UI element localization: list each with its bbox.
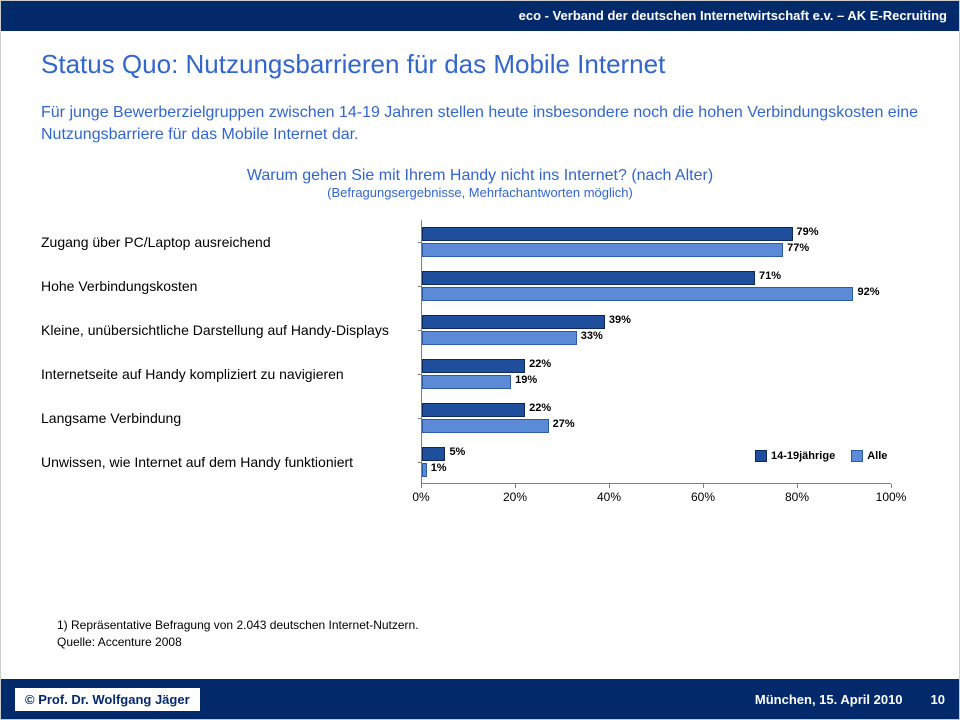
author-box: © Prof. Dr. Wolfgang Jäger (15, 688, 200, 711)
legend-item: 14-19jährige (755, 450, 835, 462)
bar-value-label: 27% (553, 418, 575, 430)
bar-value-label: 5% (449, 446, 465, 458)
category-label: Hohe Verbindungskosten (41, 264, 421, 308)
bar (422, 315, 605, 329)
bar-value-label: 77% (787, 242, 809, 254)
category-label: Internetseite auf Handy kompliziert zu n… (41, 352, 421, 396)
chart-area: Zugang über PC/Laptop ausreichendHohe Ve… (41, 216, 919, 508)
bar-value-label: 92% (857, 286, 879, 298)
legend-item: Alle (851, 450, 887, 462)
bar-group: 71% 92% (422, 264, 891, 308)
bar-value-label: 19% (515, 374, 537, 386)
footnote-1: 1) Repräsentative Befragung von 2.043 de… (57, 617, 419, 634)
x-tick-label: 100% (876, 490, 907, 504)
page-number: 10 (931, 692, 945, 707)
bar (422, 287, 853, 301)
x-tick-label: 40% (597, 490, 621, 504)
slide: eco - Verband der deutschen Internetwirt… (0, 0, 960, 720)
bar-value-label: 33% (581, 330, 603, 342)
bar-value-label: 71% (759, 270, 781, 282)
page-title: Status Quo: Nutzungsbarrieren für das Mo… (41, 49, 919, 80)
bar-value-label: 1% (431, 462, 447, 474)
x-tick-label: 20% (503, 490, 527, 504)
category-label: Langsame Verbindung (41, 396, 421, 440)
bar (422, 227, 793, 241)
x-tick-label: 0% (412, 490, 429, 504)
bar-group: 22%19% (422, 352, 891, 396)
category-label: Kleine, unübersichtliche Darstellung auf… (41, 308, 421, 352)
header-bar: eco - Verband der deutschen Internetwirt… (1, 1, 959, 31)
footer-bar: © Prof. Dr. Wolfgang Jäger München, 15. … (1, 679, 959, 719)
question-title: Warum gehen Sie mit Ihrem Handy nicht in… (41, 167, 919, 185)
bar (422, 403, 525, 417)
question-block: Warum gehen Sie mit Ihrem Handy nicht in… (41, 167, 919, 200)
content-area: Status Quo: Nutzungsbarrieren für das Mo… (1, 31, 959, 508)
header-text: eco - Verband der deutschen Internetwirt… (519, 8, 947, 23)
bar-value-label: 22% (529, 358, 551, 370)
category-label: Unwissen, wie Internet auf dem Handy fun… (41, 440, 421, 484)
bar-value-label: 22% (529, 402, 551, 414)
bar-value-label: 39% (609, 314, 631, 326)
bar (422, 447, 445, 461)
legend: 14-19jährige Alle (755, 450, 887, 462)
bar-group: 39% 33% (422, 308, 891, 352)
chart-plot: 79%77%71%92%39%33%22%19%22%27%5%1%14-19j… (421, 216, 891, 508)
bar (422, 375, 511, 389)
bar (422, 463, 427, 477)
bar-group: 79%77% (422, 220, 891, 264)
x-axis: 0%20%40%60%80%100% (421, 484, 891, 508)
footnotes: 1) Repräsentative Befragung von 2.043 de… (57, 617, 419, 651)
bar-group: 22%27% (422, 396, 891, 440)
category-label: Zugang über PC/Laptop ausreichend (41, 220, 421, 264)
bar-value-label: 79% (797, 226, 819, 238)
bar (422, 331, 577, 345)
footnote-2: Quelle: Accenture 2008 (57, 634, 419, 651)
x-tick-label: 60% (691, 490, 715, 504)
footer-location: München, 15. April 2010 (755, 692, 903, 707)
bar (422, 271, 755, 285)
intro-paragraph: Für junge Bewerberzielgruppen zwischen 1… (41, 102, 919, 145)
bar (422, 419, 549, 433)
question-note: (Befragungsergebnisse, Mehrfachantworten… (41, 185, 919, 200)
plot-inner: 79%77%71%92%39%33%22%19%22%27%5%1%14-19j… (421, 220, 891, 484)
x-tick-label: 80% (785, 490, 809, 504)
category-column: Zugang über PC/Laptop ausreichendHohe Ve… (41, 216, 421, 508)
bar (422, 243, 783, 257)
bar (422, 359, 525, 373)
